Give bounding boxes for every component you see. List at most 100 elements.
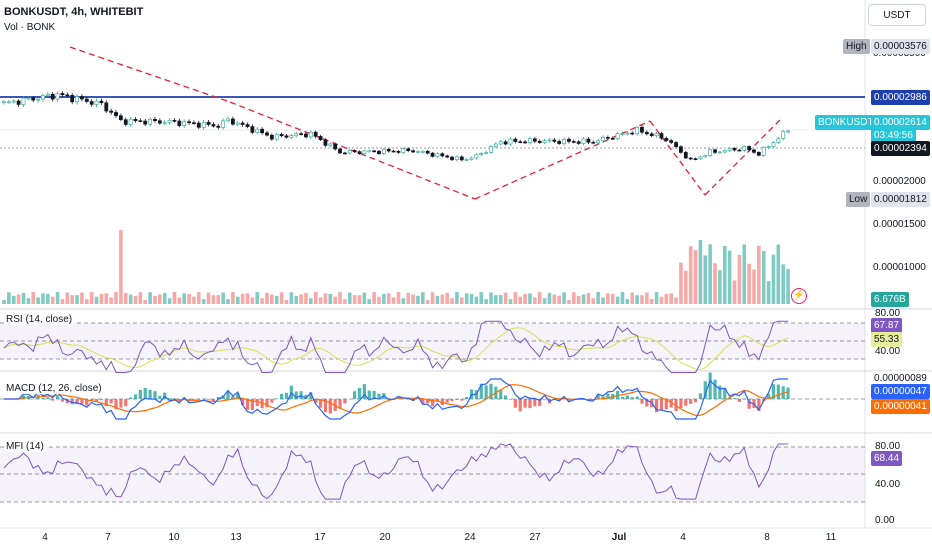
candle-body xyxy=(6,101,11,104)
macd-histogram-bar xyxy=(606,393,610,399)
macd-histogram-bar xyxy=(523,399,527,408)
x-label: 27 xyxy=(529,532,541,543)
level-tag: 0.00002986 xyxy=(871,90,930,105)
volume-bar xyxy=(718,270,722,304)
volume-bar xyxy=(425,299,430,304)
macd-histogram-bar xyxy=(133,394,138,399)
macd-histogram-bar xyxy=(250,399,254,411)
volume-bar xyxy=(382,293,386,304)
volume-bar xyxy=(309,298,313,304)
volume-bar xyxy=(123,292,128,304)
candle-body xyxy=(717,151,722,154)
candle-body xyxy=(362,150,367,154)
x-label: 13 xyxy=(230,532,242,543)
x-label: 20 xyxy=(379,532,391,543)
volume-bar xyxy=(757,245,761,304)
candle-body xyxy=(41,95,45,100)
volume-bar xyxy=(552,294,557,304)
volume-bar xyxy=(513,292,518,304)
candle-body xyxy=(211,124,216,127)
macd-histogram-bar xyxy=(333,399,337,411)
candle-body xyxy=(177,120,182,126)
candle-body xyxy=(523,141,527,144)
candle-body xyxy=(386,148,391,152)
macd-histogram-bar xyxy=(99,399,103,400)
candle-body xyxy=(192,122,196,125)
macd-histogram-bar xyxy=(387,398,391,399)
volume-bar xyxy=(489,292,493,304)
macd-histogram-bar xyxy=(129,397,133,399)
volume-bar xyxy=(781,264,785,304)
rsi-tick-40: 40.00 xyxy=(875,346,901,357)
candle-body xyxy=(644,131,649,135)
volume-bar xyxy=(270,294,274,304)
candle-body xyxy=(89,101,94,105)
volume-bar xyxy=(664,293,669,304)
candle-body xyxy=(766,146,771,148)
macd-histogram-bar xyxy=(109,399,113,404)
volume-bar xyxy=(192,296,196,304)
macd-histogram-bar xyxy=(445,399,449,403)
macd-histogram-bar xyxy=(94,399,99,403)
macd-histogram-bar xyxy=(367,390,371,399)
candle-body xyxy=(756,152,761,156)
volume-bar xyxy=(294,295,298,304)
volume-bar xyxy=(41,293,45,304)
volume-bar xyxy=(201,299,206,304)
volume-bar xyxy=(445,292,449,304)
volume-bar xyxy=(752,269,756,304)
volume-bar xyxy=(786,268,790,304)
macd-histogram-bar xyxy=(776,384,780,399)
candle-body xyxy=(240,122,245,125)
volume-bar xyxy=(406,292,411,304)
rsi-line xyxy=(3,320,789,373)
candle-body xyxy=(610,138,615,140)
macd-histogram-bar xyxy=(689,399,693,404)
candle-body xyxy=(381,148,386,154)
macd-histogram-bar xyxy=(343,399,347,404)
mfi-tick-0: 0.00 xyxy=(875,515,895,526)
volume-bar xyxy=(240,293,245,304)
candle-body xyxy=(55,93,60,100)
volume-bar xyxy=(250,297,255,304)
volume-bar xyxy=(713,263,717,304)
candle-body xyxy=(235,122,240,125)
volume-bar xyxy=(698,240,703,304)
macd-histogram-bar xyxy=(698,393,703,399)
macd-histogram-bar xyxy=(148,389,152,399)
candle-body xyxy=(148,118,153,125)
volume-bar xyxy=(459,297,464,304)
volume-bar xyxy=(722,246,727,304)
volume-bar xyxy=(153,295,157,304)
volume-bar xyxy=(391,297,396,304)
macd-histogram-bar xyxy=(197,399,201,400)
candle-body xyxy=(118,115,123,120)
macd-histogram-bar xyxy=(640,399,644,404)
candle-body xyxy=(289,135,294,138)
macd-histogram-bar xyxy=(786,387,790,399)
lightning-icon[interactable]: ⚡ xyxy=(791,288,807,304)
volume-bar xyxy=(742,244,747,304)
macd-histogram-bar xyxy=(104,399,108,407)
macd-histogram-bar xyxy=(299,391,303,399)
volume-bar xyxy=(55,292,60,304)
candle-body xyxy=(518,141,523,143)
macd-histogram-bar xyxy=(465,396,469,399)
rsi-value-tag: 67.87 xyxy=(871,318,903,333)
candle-body xyxy=(250,126,255,133)
volume-bar xyxy=(640,295,644,304)
volume-bar xyxy=(357,295,362,304)
volume-bar xyxy=(542,298,547,304)
signal-value-tag: 0.00000041 xyxy=(871,399,930,414)
volume-bar xyxy=(591,298,596,304)
high-label: High xyxy=(843,39,870,54)
macd-histogram-bar xyxy=(323,399,328,413)
volume-bar xyxy=(708,244,712,304)
volume-bar xyxy=(401,298,406,304)
macd-histogram-bar xyxy=(499,389,503,399)
currency-selector[interactable]: USDT xyxy=(868,4,926,26)
volume-bar xyxy=(771,254,776,304)
volume-bar xyxy=(586,292,591,304)
candle-body xyxy=(693,158,698,160)
